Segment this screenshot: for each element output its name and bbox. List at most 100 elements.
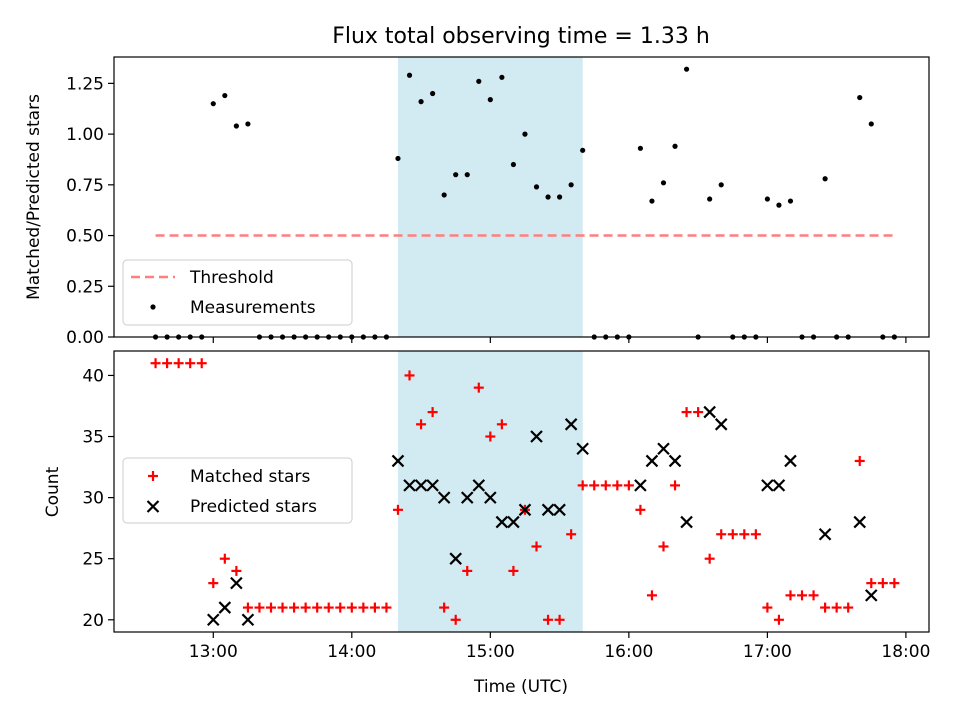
predicted-star-marker [230,576,243,590]
matched-star-marker [196,358,207,369]
bottom-y-tick-label: 30 [82,489,104,509]
measurement-point [430,90,436,97]
top-y-tick-label: 0.25 [66,277,104,297]
legend-matched-label: Matched stars [190,467,310,487]
marker-stroke [530,430,543,443]
top-y-axis-label: Matched/Predicted stars [24,94,44,300]
predicted-star-marker [818,527,832,541]
matched-star-marker [566,529,577,540]
measurement-point [776,202,782,208]
measurement-point [510,161,517,168]
matched-star-marker [485,431,496,442]
matched-star-marker [381,602,392,613]
matched-star-marker [208,578,219,589]
marker-stroke [576,442,589,456]
measurement-point [637,145,644,151]
measurement-point [545,194,551,200]
matched-star-marker [416,419,427,430]
matched-star-marker [843,602,854,613]
measurement-point [764,196,770,202]
matched-star-marker [646,590,657,601]
marker-stroke [772,479,786,492]
bottom-y-axis-label: Count [43,466,63,517]
matched-star-marker [612,480,623,491]
matched-star-marker [877,578,888,589]
measurement-point [718,182,724,188]
marker-stroke [437,491,451,504]
marker-stroke [206,613,220,627]
bottom-y-tick-label: 25 [82,550,104,570]
predicted-star-marker [241,613,255,627]
matched-star-marker [589,480,600,491]
measurement-point [210,101,216,107]
top-shaded-span [397,57,583,337]
measurement-point [580,147,586,153]
chart-title: Flux total observing time = 1.33 h [332,24,710,49]
legend-measurements-label: Measurements [190,298,316,318]
measurement-point [568,182,574,188]
matched-star-marker [254,602,265,613]
matched-star-marker [693,407,704,418]
measurement-point [822,176,828,182]
matched-star-marker [173,358,184,369]
measurement-point [464,172,470,178]
measurement-point [418,99,424,105]
marker-stroke [553,503,566,517]
measurement-point [233,123,239,129]
predicted-star-marker [437,491,451,504]
marker-stroke [414,479,428,492]
matched-star-marker [323,602,334,613]
marker-stroke [518,503,532,517]
marker-stroke [449,552,462,565]
matched-star-marker [242,602,253,613]
legend-threshold-label: Threshold [189,268,274,288]
measurement-point [556,194,563,200]
x-axis-label: Time (UTC) [473,677,568,697]
predicted-star-marker [495,515,509,529]
x-tick-label: 15:00 [466,642,515,662]
matched-star-marker [404,370,415,381]
predicted-star-marker [564,418,578,431]
legend-predicted-swatch [146,500,160,513]
matched-star-marker [785,590,796,601]
bottom-shaded-span [397,351,583,632]
x-tick-label: 18:00 [881,642,930,662]
predicted-star-marker [657,442,670,456]
matched-star-marker [231,565,242,576]
marker-stroke [426,479,439,492]
predicted-star-marker [484,491,497,504]
measurement-point [406,72,413,78]
matched-star-marker [554,614,565,625]
matched-star-marker [289,602,300,613]
predicted-star-marker [703,405,716,419]
marker-stroke [230,576,243,590]
predicted-star-marker [206,613,220,627]
marker-stroke [853,515,867,529]
legend-matched-swatch [148,471,158,481]
marker-stroke [403,479,416,492]
matched-star-marker [716,529,727,540]
plot-layer: 0.00 0.25 0.50 0.75 1.00 1.25 Threshold Measure… [66,56,930,662]
matched-star-marker [577,480,588,491]
predicted-star-marker [403,479,416,492]
matched-star-marker [773,614,784,625]
top-legend-box [122,259,353,326]
measurement-point [395,155,401,162]
measurement-point [476,78,482,84]
predicted-star-marker [472,479,486,492]
measurement-point [499,74,505,80]
matched-star-marker [670,480,681,491]
bottom-y-tick-label: 20 [82,611,104,631]
bottom-y-tick-label: 40 [82,366,104,386]
matched-star-marker [543,614,554,625]
predicted-star-marker [761,479,774,492]
measurement-point [857,94,863,101]
measurement-point [787,198,794,204]
marker-stroke [541,503,555,517]
legend-measurements-swatch [150,304,156,310]
matched-star-marker [508,565,519,576]
matched-star-marker [219,553,230,564]
predicted-star-marker [576,442,589,456]
matched-star-marker [600,480,611,491]
predicted-star-marker [541,503,555,517]
